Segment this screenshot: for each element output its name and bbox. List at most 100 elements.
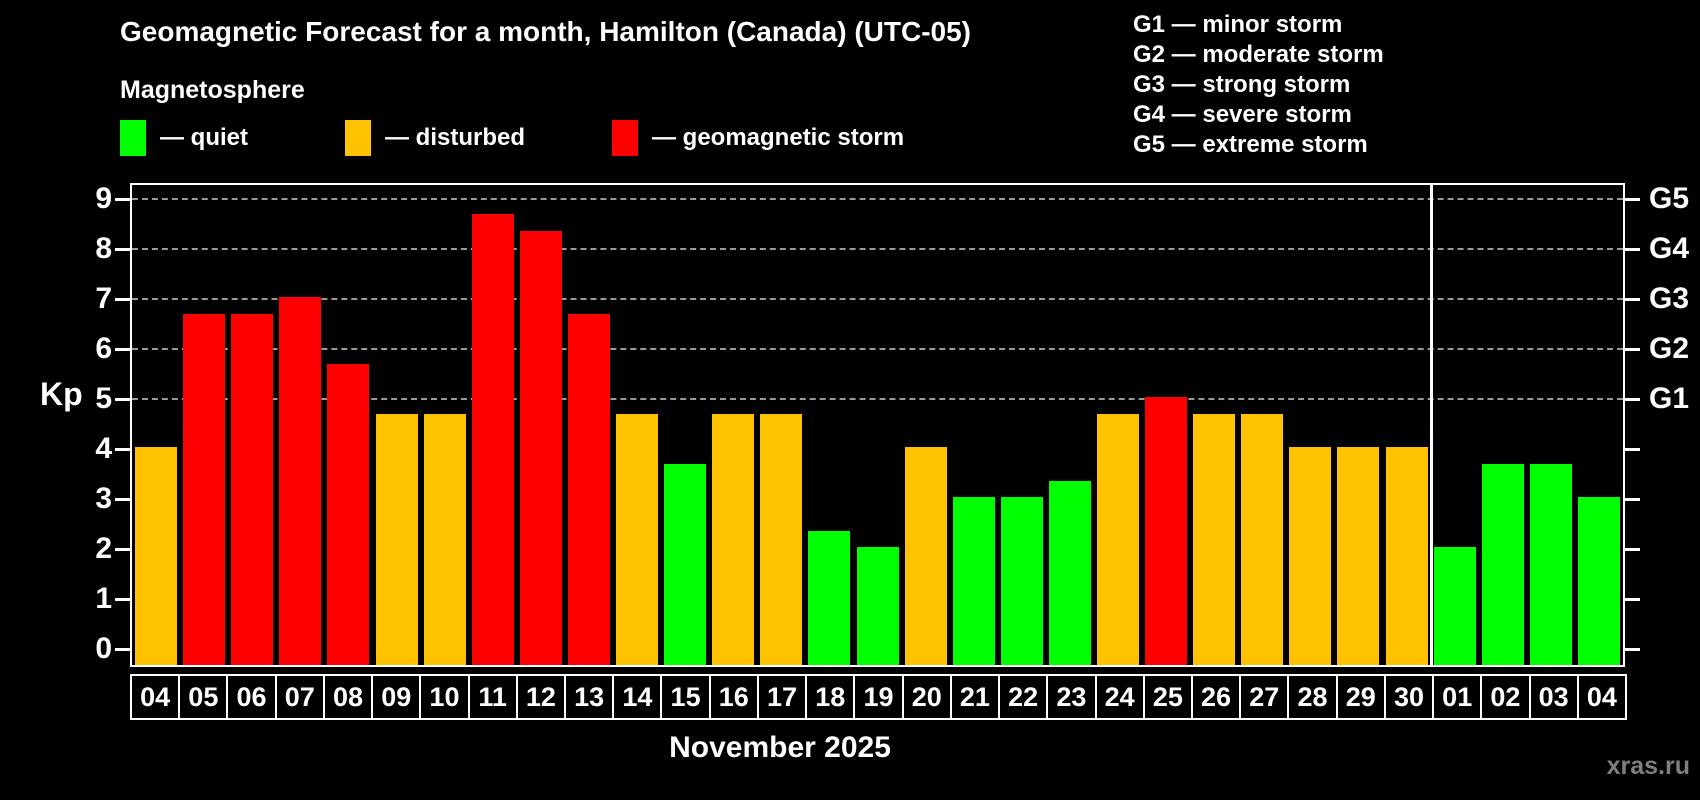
day-label-28: 28	[1287, 674, 1338, 720]
y-tick-label-8: 8	[95, 232, 112, 265]
gridline-kp8	[132, 248, 1623, 250]
bar-day-07	[279, 297, 322, 665]
day-label-05: 05	[178, 674, 229, 720]
bar-day-14	[616, 413, 659, 665]
day-label-30: 30	[1383, 674, 1435, 720]
day-label-16: 16	[708, 674, 759, 720]
g-scale-line-4: G4 — severe storm	[1133, 101, 1352, 128]
subtitle-magnetosphere: Magnetosphere	[120, 76, 305, 104]
y-tick-3	[115, 498, 130, 501]
y-tick-4	[115, 448, 130, 451]
x-axis-title: November 2025	[669, 731, 891, 764]
y-axis-title: Kp	[40, 376, 83, 412]
y-tick-label-6: 6	[95, 332, 112, 365]
legend-swatch-quiet	[120, 120, 146, 156]
bar-day-08	[327, 363, 370, 665]
day-label-04: 04	[130, 674, 181, 720]
day-label-19: 19	[853, 674, 904, 720]
day-label-09: 09	[371, 674, 422, 720]
day-label-01: 01	[1432, 674, 1483, 720]
legend-item-storm: — geomagnetic storm	[612, 118, 904, 158]
bar-day-21	[952, 497, 995, 665]
bar-day-23	[1048, 480, 1091, 665]
bar-day-10	[423, 413, 466, 665]
legend-label-disturbed: — disturbed	[385, 124, 526, 151]
g-scale-line-1: G1 — minor storm	[1133, 11, 1343, 38]
bar-day-02	[1481, 463, 1524, 665]
bar-day-13	[567, 313, 610, 665]
y-tick-6	[115, 348, 130, 351]
right-tick-5	[1625, 398, 1640, 401]
right-tick-0	[1625, 648, 1640, 651]
bar-day-20	[904, 447, 947, 665]
bar-day-19	[856, 547, 899, 665]
gridline-kp9	[132, 198, 1623, 200]
legend-label-quiet: — quiet	[160, 124, 248, 151]
gridline-kp6	[132, 348, 1623, 350]
right-axis-label-g3: G3	[1649, 282, 1690, 315]
bar-day-25	[1145, 397, 1188, 665]
legend-swatch-storm	[612, 120, 638, 156]
right-tick-8	[1625, 248, 1640, 251]
bar-day-16	[712, 413, 755, 665]
bar-day-11	[471, 213, 514, 665]
bar-day-09	[375, 413, 418, 665]
page-title: Geomagnetic Forecast for a month, Hamilt…	[120, 16, 971, 47]
right-tick-7	[1625, 298, 1640, 301]
day-label-18: 18	[805, 674, 856, 720]
y-tick-label-3: 3	[95, 482, 112, 515]
g-scale-legend: G1 — minor storm G2 — moderate storm G3 — …	[1133, 10, 1384, 160]
day-label-15: 15	[660, 674, 711, 720]
right-tick-4	[1625, 448, 1640, 451]
bar-day-15	[664, 463, 707, 665]
day-label-17: 17	[756, 674, 808, 720]
g-scale-line-5: G5 — extreme storm	[1133, 131, 1368, 158]
day-label-02: 02	[1480, 674, 1531, 720]
right-tick-9	[1625, 198, 1640, 201]
y-tick-5	[115, 398, 130, 401]
y-tick-label-9: 9	[95, 182, 112, 215]
y-tick-2	[115, 548, 130, 551]
bar-day-22	[1000, 497, 1043, 665]
bar-day-30	[1385, 447, 1428, 665]
day-label-21: 21	[949, 674, 1001, 720]
day-label-12: 12	[515, 674, 567, 720]
legend-swatch-disturbed	[345, 120, 371, 156]
bar-day-12	[519, 230, 562, 665]
day-label-13: 13	[564, 674, 615, 720]
y-tick-8	[115, 248, 130, 251]
y-tick-9	[115, 198, 130, 201]
plot-area	[130, 183, 1625, 667]
right-tick-6	[1625, 348, 1640, 351]
day-label-29: 29	[1335, 674, 1386, 720]
y-tick-label-0: 0	[95, 632, 112, 665]
y-tick-label-4: 4	[95, 432, 112, 465]
y-tick-label-5: 5	[95, 382, 112, 415]
day-label-20: 20	[901, 674, 952, 720]
legend-item-disturbed: — disturbed	[345, 118, 525, 158]
y-tick-7	[115, 298, 130, 301]
bar-day-04	[135, 447, 178, 665]
gridline-kp5	[132, 398, 1623, 400]
day-label-04: 04	[1576, 674, 1627, 720]
g-scale-line-3: G3 — strong storm	[1133, 71, 1351, 98]
day-label-22: 22	[998, 674, 1049, 720]
right-tick-2	[1625, 548, 1640, 551]
right-axis-label-g2: G2	[1649, 332, 1690, 365]
bar-day-03	[1529, 463, 1572, 665]
y-tick-label-2: 2	[95, 532, 112, 565]
bar-day-01	[1433, 547, 1476, 665]
day-label-08: 08	[322, 674, 374, 720]
month-separator	[1429, 185, 1433, 665]
bar-day-18	[808, 530, 851, 665]
y-tick-0	[115, 648, 130, 651]
day-label-23: 23	[1046, 674, 1097, 720]
bar-day-28	[1289, 447, 1332, 665]
right-tick-3	[1625, 498, 1640, 501]
right-tick-1	[1625, 598, 1640, 601]
legend-label-storm: — geomagnetic storm	[652, 124, 905, 151]
y-tick-label-7: 7	[95, 282, 112, 315]
y-tick-1	[115, 598, 130, 601]
watermark: xras.ru	[1606, 752, 1690, 780]
